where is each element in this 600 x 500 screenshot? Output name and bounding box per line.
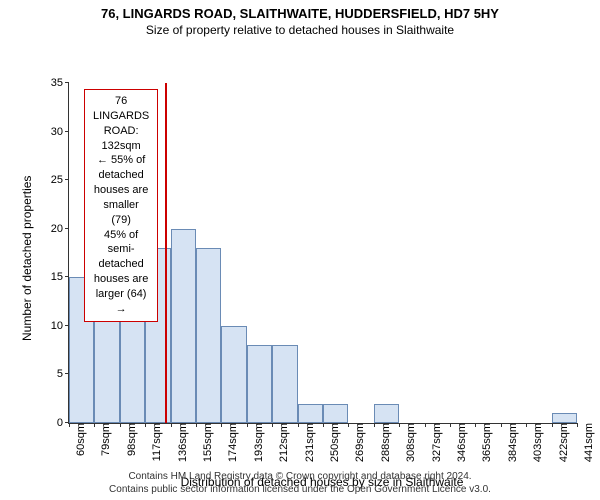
- x-tick-label: 174sqm: [225, 423, 239, 462]
- x-tick-mark: [221, 423, 222, 427]
- x-tick-label: 346sqm: [454, 423, 468, 462]
- x-tick-label: 422sqm: [556, 423, 570, 462]
- y-tick-label: 15: [51, 271, 69, 283]
- x-tick-label: 79sqm: [98, 423, 112, 456]
- x-tick-mark: [272, 423, 273, 427]
- histogram-bar: [298, 404, 323, 423]
- y-tick-mark: [65, 228, 69, 229]
- x-tick-label: 308sqm: [403, 423, 417, 462]
- x-tick-label: 231sqm: [302, 423, 316, 462]
- x-tick-label: 117sqm: [149, 423, 163, 461]
- x-tick-label: 384sqm: [505, 423, 519, 462]
- x-tick-mark: [425, 423, 426, 427]
- x-tick-mark: [526, 423, 527, 427]
- histogram-bar: [374, 404, 399, 423]
- reference-line: [165, 83, 167, 423]
- x-tick-mark: [348, 423, 349, 427]
- x-tick-label: 155sqm: [200, 423, 214, 462]
- y-tick-label: 0: [57, 417, 69, 429]
- x-tick-mark: [577, 423, 578, 427]
- y-tick-mark: [65, 82, 69, 83]
- x-tick-label: 269sqm: [352, 423, 366, 462]
- x-tick-mark: [399, 423, 400, 427]
- x-tick-label: 327sqm: [429, 423, 443, 462]
- x-tick-mark: [323, 423, 324, 427]
- histogram-bar: [247, 345, 272, 423]
- footer: Contains HM Land Registry data © Crown c…: [0, 470, 600, 496]
- x-tick-mark: [247, 423, 248, 427]
- x-tick-mark: [145, 423, 146, 427]
- x-tick-mark: [450, 423, 451, 427]
- x-tick-mark: [374, 423, 375, 427]
- histogram-bar: [552, 413, 577, 423]
- x-tick-mark: [94, 423, 95, 427]
- y-tick-mark: [65, 179, 69, 180]
- histogram-bar: [171, 229, 196, 423]
- y-tick-label: 25: [51, 174, 69, 186]
- histogram-bar: [272, 345, 297, 423]
- y-tick-label: 5: [57, 368, 69, 380]
- footer-line2: Contains public sector information licen…: [0, 483, 600, 496]
- chart-title-line1: 76, LINGARDS ROAD, SLAITHWAITE, HUDDERSF…: [0, 0, 600, 21]
- x-tick-mark: [552, 423, 553, 427]
- histogram-bar: [196, 248, 221, 423]
- x-tick-label: 365sqm: [479, 423, 493, 462]
- y-tick-label: 30: [51, 126, 69, 138]
- y-tick-label: 35: [51, 77, 69, 89]
- footer-line1: Contains HM Land Registry data © Crown c…: [0, 470, 600, 483]
- histogram-bar: [323, 404, 348, 423]
- x-tick-mark: [196, 423, 197, 427]
- reference-callout: 76 LINGARDS ROAD: 132sqm ← 55% of detach…: [84, 89, 158, 322]
- callout-line2: ← 55% of detached houses are smaller (79…: [93, 153, 149, 227]
- y-tick-label: 10: [51, 320, 69, 332]
- y-axis-label: Number of detached properties: [20, 176, 34, 341]
- x-tick-label: 288sqm: [378, 423, 392, 462]
- chart-title-line2: Size of property relative to detached ho…: [0, 21, 600, 37]
- x-tick-label: 193sqm: [251, 423, 265, 462]
- x-tick-mark: [298, 423, 299, 427]
- x-tick-mark: [120, 423, 121, 427]
- x-tick-mark: [171, 423, 172, 427]
- x-tick-label: 98sqm: [124, 423, 138, 456]
- callout-line1: 76 LINGARDS ROAD: 132sqm: [93, 94, 149, 153]
- histogram-bar: [221, 326, 246, 423]
- x-tick-label: 403sqm: [530, 423, 544, 462]
- y-tick-mark: [65, 131, 69, 132]
- x-tick-mark: [475, 423, 476, 427]
- x-tick-label: 212sqm: [276, 423, 290, 462]
- x-tick-label: 250sqm: [327, 423, 341, 462]
- x-tick-mark: [69, 423, 70, 427]
- x-tick-label: 136sqm: [175, 423, 189, 462]
- y-tick-label: 20: [51, 223, 69, 235]
- x-tick-label: 441sqm: [581, 423, 595, 462]
- x-tick-mark: [501, 423, 502, 427]
- callout-line3: 45% of semi-detached houses are larger (…: [93, 228, 149, 317]
- x-tick-label: 60sqm: [73, 423, 87, 456]
